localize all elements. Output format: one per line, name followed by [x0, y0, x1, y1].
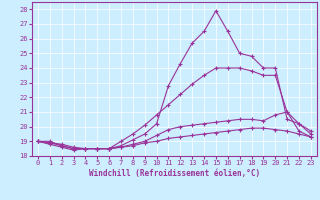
- X-axis label: Windchill (Refroidissement éolien,°C): Windchill (Refroidissement éolien,°C): [89, 169, 260, 178]
